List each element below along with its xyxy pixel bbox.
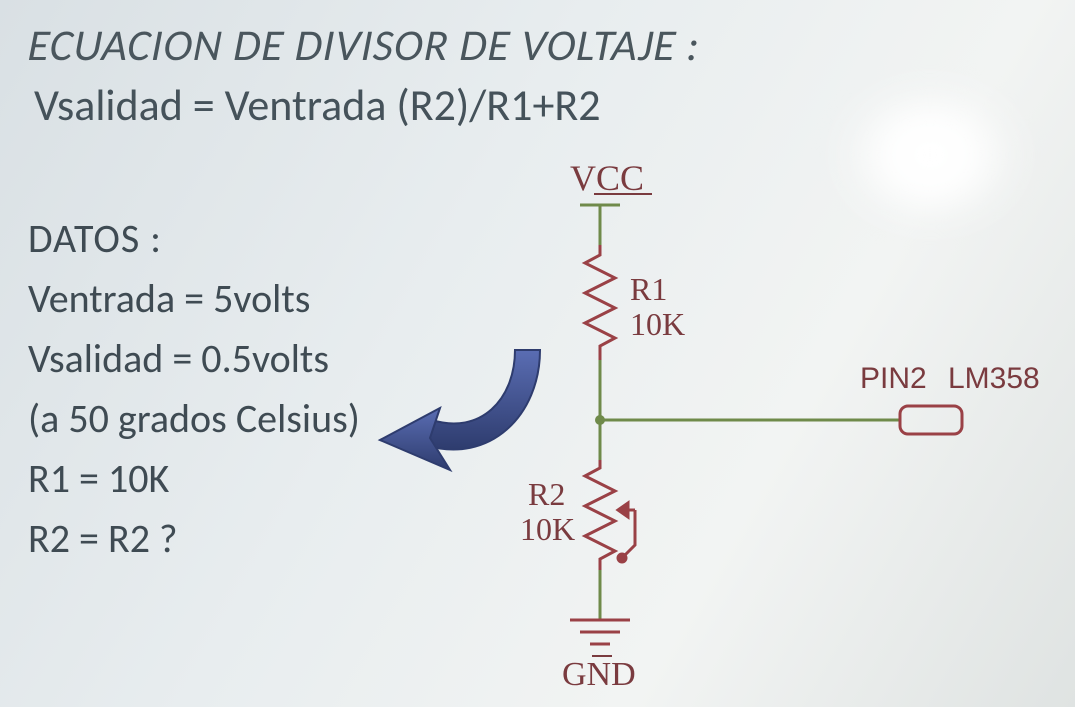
pin2-label: PIN2: [860, 362, 927, 395]
data-line-r2: R2 = R2 ?: [28, 510, 360, 568]
pin2-connector: [900, 406, 962, 434]
data-line-r1: R1 = 10K: [28, 450, 360, 508]
resistor-r1: [585, 245, 615, 360]
r2-value: 10K: [520, 511, 575, 547]
vcc-terminal: [580, 205, 620, 245]
vcc-label: VCC: [570, 158, 644, 198]
r1-name: R1: [630, 271, 667, 307]
pot-wiper-icon: [618, 503, 635, 562]
r1-value: 10K: [630, 306, 685, 342]
data-line-ventrada: Ventrada = 5volts: [28, 270, 360, 328]
r2-name: R2: [528, 476, 565, 512]
gnd-label: GND: [562, 656, 636, 693]
data-section: DATOS : Ventrada = 5volts Vsalidad = 0.5…: [28, 210, 360, 568]
data-line-temp: (a 50 grados Celsius): [28, 390, 360, 448]
voltage-divider-schematic: VCC R1 10K PIN2 LM358: [430, 150, 1050, 700]
slide-title: ECUACION DE DIVISOR DE VOLTAJE :: [26, 18, 1049, 72]
gnd-symbol: [570, 620, 630, 644]
slide: ECUACION DE DIVISOR DE VOLTAJE : Vsalida…: [0, 0, 1075, 707]
chip-label: LM358: [948, 362, 1040, 395]
voltage-divider-equation: Vsalidad = Ventrada (R2)/R1+R2: [34, 78, 1047, 132]
potentiometer-r2: [585, 460, 615, 570]
data-line-vsalidad: Vsalidad = 0.5volts: [28, 330, 360, 388]
data-header: DATOS :: [28, 210, 360, 268]
